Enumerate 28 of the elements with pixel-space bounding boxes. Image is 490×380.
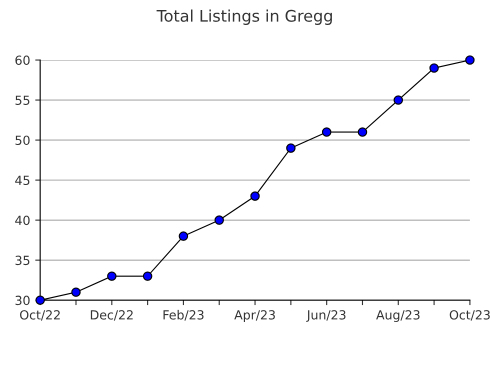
y-tick-label: 60 [15, 56, 30, 65]
x-tick-label: Apr/23 [234, 310, 275, 322]
point [35, 295, 45, 305]
y-tick-label: 40 [15, 216, 30, 226]
point [322, 127, 332, 137]
x-tick-label: Oct/23 [450, 310, 490, 321]
point [107, 271, 117, 281]
y-tick-label: 45 [15, 176, 30, 186]
x-tick-label: Oct/22 [20, 310, 60, 321]
point [429, 63, 439, 73]
point [178, 231, 188, 241]
y-tick-label: 35 [16, 256, 30, 266]
chart-title: Total Listings in Gregg [156, 10, 332, 25]
x-tick-label: Feb/23 [164, 310, 204, 321]
point [250, 191, 260, 201]
point [71, 287, 81, 297]
point [465, 55, 475, 65]
x-tick-label: Aug/23 [376, 310, 420, 322]
x-tick-label: Jun/23 [306, 310, 346, 322]
y-tick-label: 55 [16, 96, 30, 105]
y-tick-label: 30 [16, 296, 30, 306]
point [358, 127, 368, 137]
point [142, 271, 152, 281]
y-tick-label: 50 [16, 136, 30, 146]
point [394, 95, 404, 105]
point [214, 215, 224, 225]
point [286, 143, 296, 153]
x-tick-label: Dec/22 [90, 310, 133, 321]
